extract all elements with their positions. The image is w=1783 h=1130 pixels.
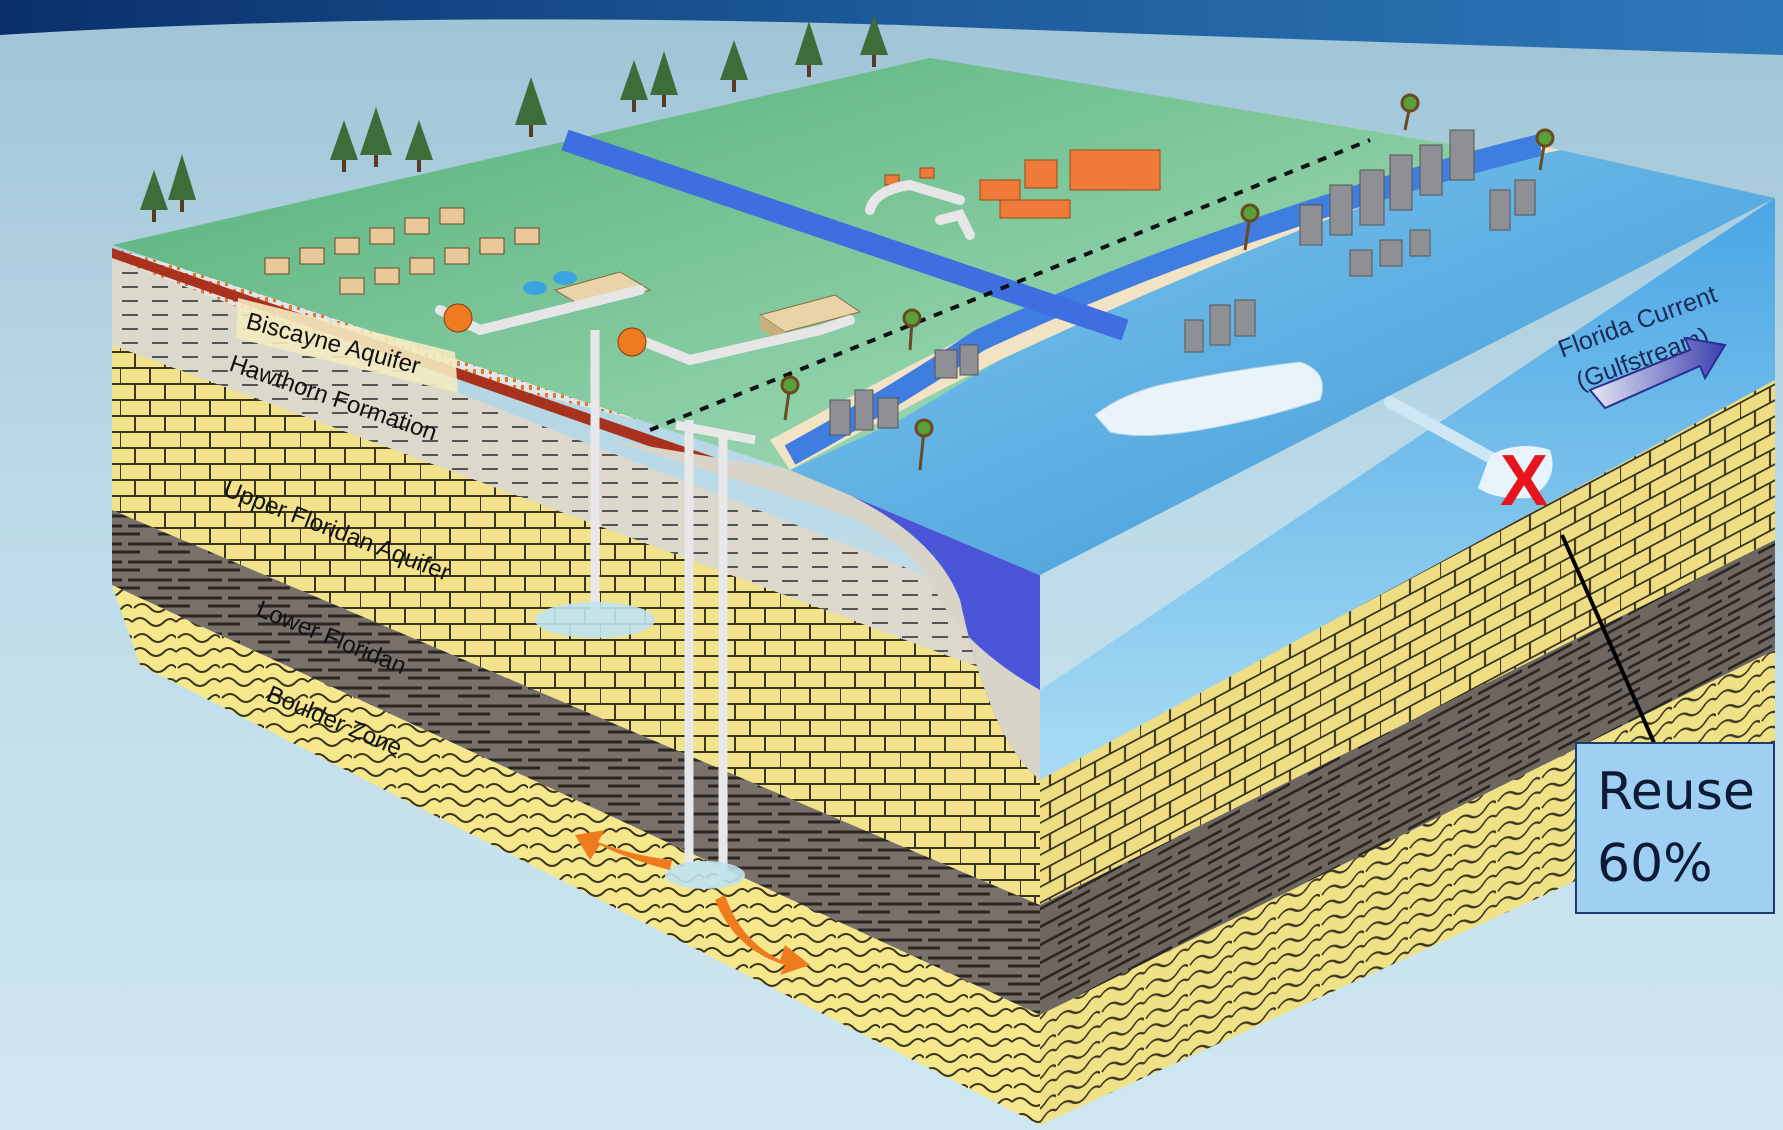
- x-mark: X: [1500, 441, 1548, 521]
- injection-site: [1478, 446, 1553, 499]
- industrial-plant: [884, 149, 1161, 219]
- pumps: [443, 303, 647, 357]
- sky-band: [0, 0, 1783, 55]
- hawthorn-layer: [112, 258, 1040, 690]
- houses: [264, 207, 540, 295]
- ocean-surface: [790, 150, 1775, 575]
- reuse-callout: Reuse 60%: [1575, 742, 1775, 914]
- city-buildings: [829, 129, 1536, 436]
- reuse-label: Reuse: [1597, 762, 1755, 822]
- reuse-percent: 60%: [1597, 834, 1713, 894]
- upper-floridan-storage: [535, 602, 655, 638]
- treatment-plant-1: [523, 271, 652, 309]
- palm-trees: [780, 93, 1555, 471]
- beach: [770, 140, 1560, 470]
- outfall-plume: [1094, 361, 1323, 437]
- ocean-side: [1040, 198, 1775, 780]
- current-arrow: [1588, 336, 1727, 410]
- trees: [140, 15, 888, 222]
- outfall-pipe: [1384, 396, 1501, 466]
- saltwater-line: [649, 138, 1371, 432]
- boulder-injection-zone: [665, 861, 745, 889]
- flow-arrows: [575, 830, 810, 975]
- callout-line: [1560, 534, 1657, 746]
- label-backgrounds: [236, 298, 458, 393]
- canal: [561, 129, 1129, 341]
- boulder-zone-layer: [112, 585, 1040, 1125]
- injection-wells: [590, 330, 756, 880]
- confining-layer: [112, 510, 1040, 1015]
